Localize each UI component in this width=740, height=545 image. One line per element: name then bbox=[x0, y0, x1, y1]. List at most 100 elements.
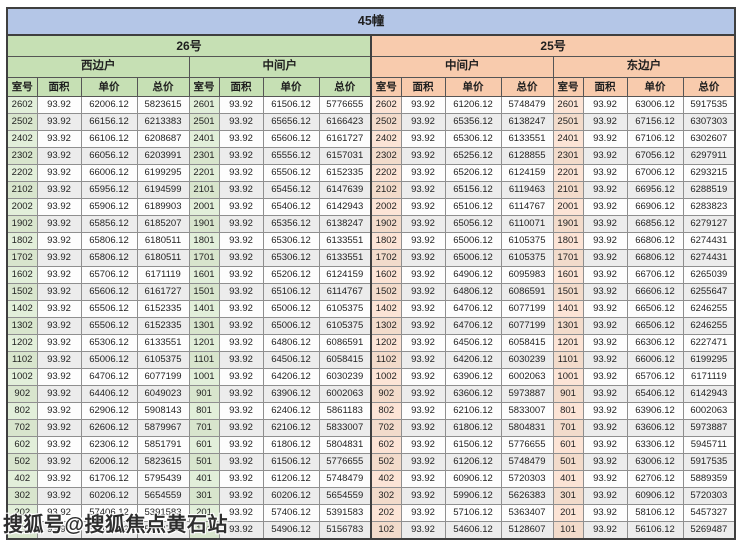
area-cell: 93.92 bbox=[218, 198, 264, 216]
room-cell: 2002 bbox=[6, 198, 38, 216]
unit-price-cell: 64906.12 bbox=[444, 266, 502, 284]
area-cell: 93.92 bbox=[36, 487, 82, 505]
room-cell: 2502 bbox=[370, 113, 402, 131]
area-cell: 93.92 bbox=[36, 113, 82, 131]
total-price-cell: 6105375 bbox=[500, 249, 554, 267]
room-cell: 302 bbox=[370, 487, 402, 505]
room-cell: 601 bbox=[552, 436, 584, 454]
unit-price-cell: 65856.12 bbox=[80, 215, 138, 233]
total-price-cell: 6124159 bbox=[500, 164, 554, 182]
area-cell: 93.92 bbox=[36, 317, 82, 335]
unit-price-cell: 57406.12 bbox=[262, 504, 320, 522]
price-table-body: 2602 93.92 62006.12 5823615 2601 93.92 61506.1… bbox=[6, 96, 736, 539]
area-cell: 93.92 bbox=[400, 164, 446, 182]
unit-price-cell: 65306.12 bbox=[262, 232, 320, 250]
room-cell: 1401 bbox=[188, 300, 220, 318]
total-price-cell: 6133551 bbox=[318, 249, 372, 267]
total-price-cell: 5795439 bbox=[136, 470, 190, 488]
room-cell: 1101 bbox=[188, 351, 220, 369]
room-cell: 1302 bbox=[370, 317, 402, 335]
unit-price-cell: 65356.12 bbox=[444, 113, 502, 131]
area-cell: 93.92 bbox=[218, 249, 264, 267]
area-cell: 93.92 bbox=[36, 249, 82, 267]
area-cell: 93.92 bbox=[36, 181, 82, 199]
unit-price-cell: 65306.12 bbox=[262, 249, 320, 267]
unit-price-cell: 64406.12 bbox=[80, 385, 138, 403]
unit-price-cell: 63306.12 bbox=[626, 436, 684, 454]
area-cell: 93.92 bbox=[400, 436, 446, 454]
table-row: 102 93.92 55406.12 5203743 101 93.92 54906.12 5… bbox=[6, 521, 736, 539]
room-cell: 1902 bbox=[6, 215, 38, 233]
area-cell: 93.92 bbox=[218, 130, 264, 148]
room-cell: 1502 bbox=[370, 283, 402, 301]
total-price-cell: 5720303 bbox=[682, 487, 736, 505]
area-cell: 93.92 bbox=[582, 368, 628, 386]
area-cell: 93.92 bbox=[36, 232, 82, 250]
table-row: 902 93.92 64406.12 6049023 901 93.92 63906.12 6… bbox=[6, 385, 736, 403]
unit-price-cell: 65406.12 bbox=[262, 198, 320, 216]
room-cell: 401 bbox=[552, 470, 584, 488]
area-cell: 93.92 bbox=[36, 283, 82, 301]
total-price-cell: 5908143 bbox=[136, 402, 190, 420]
room-cell: 2601 bbox=[552, 96, 584, 114]
area-cell: 93.92 bbox=[218, 147, 264, 165]
unit-price-cell: 61706.12 bbox=[80, 470, 138, 488]
total-price-cell: 5833007 bbox=[500, 402, 554, 420]
room-cell: 1001 bbox=[188, 368, 220, 386]
area-cell: 93.92 bbox=[218, 470, 264, 488]
area-cell: 93.92 bbox=[36, 130, 82, 148]
area-cell: 93.92 bbox=[218, 266, 264, 284]
unit-price-cell: 66006.12 bbox=[80, 164, 138, 182]
table-row: 2102 93.92 65956.12 6194599 2101 93.92 65456.1… bbox=[6, 181, 736, 199]
room-cell: 1301 bbox=[188, 317, 220, 335]
total-price-cell: 6194599 bbox=[136, 181, 190, 199]
room-cell: 1901 bbox=[552, 215, 584, 233]
area-cell: 93.92 bbox=[582, 232, 628, 250]
unit-price-cell: 55406.12 bbox=[80, 521, 138, 539]
unit-price-cell: 65206.12 bbox=[262, 266, 320, 284]
table-row: 1502 93.92 65606.12 6161727 1501 93.92 65106.1… bbox=[6, 283, 736, 301]
unit-price-cell: 67006.12 bbox=[626, 164, 684, 182]
table-title: 45幢 bbox=[6, 7, 736, 36]
unit-price-cell: 65706.12 bbox=[626, 368, 684, 386]
area-cell: 93.92 bbox=[582, 402, 628, 420]
unit-price-cell: 64706.12 bbox=[80, 368, 138, 386]
room-cell: 302 bbox=[6, 487, 38, 505]
room-cell: 1501 bbox=[552, 283, 584, 301]
room-cell: 1001 bbox=[552, 368, 584, 386]
total-price-cell: 6142943 bbox=[318, 198, 372, 216]
unit-price-cell: 61206.12 bbox=[262, 470, 320, 488]
total-price-cell: 6077199 bbox=[500, 317, 554, 335]
room-cell: 902 bbox=[370, 385, 402, 403]
unit-price-cell: 65556.12 bbox=[262, 147, 320, 165]
area-cell: 93.92 bbox=[218, 351, 264, 369]
col-header-room: 室号 bbox=[370, 77, 402, 97]
total-price-cell: 5823615 bbox=[136, 96, 190, 114]
room-cell: 1802 bbox=[6, 232, 38, 250]
area-cell: 93.92 bbox=[218, 232, 264, 250]
unit-price-cell: 66806.12 bbox=[626, 249, 684, 267]
room-cell: 1301 bbox=[552, 317, 584, 335]
table-row: 802 93.92 62906.12 5908143 801 93.92 62406.12 5… bbox=[6, 402, 736, 420]
total-price-cell: 6095983 bbox=[500, 266, 554, 284]
room-cell: 2602 bbox=[6, 96, 38, 114]
unit-price-cell: 62106.12 bbox=[262, 419, 320, 437]
area-cell: 93.92 bbox=[400, 368, 446, 386]
unit-price-cell: 66706.12 bbox=[626, 266, 684, 284]
area-cell: 93.92 bbox=[582, 130, 628, 148]
unit-price-cell: 65006.12 bbox=[80, 351, 138, 369]
area-cell: 93.92 bbox=[36, 198, 82, 216]
unit-price-cell: 63606.12 bbox=[626, 419, 684, 437]
unit-header-west: 西边户 bbox=[6, 56, 190, 78]
total-price-cell: 6161727 bbox=[136, 283, 190, 301]
room-cell: 2202 bbox=[370, 164, 402, 182]
unit-price-cell: 64706.12 bbox=[444, 300, 502, 318]
unit-price-cell: 62706.12 bbox=[626, 470, 684, 488]
col-header-area: 面积 bbox=[400, 77, 446, 97]
total-price-cell: 6002063 bbox=[318, 385, 372, 403]
total-price-cell: 6274431 bbox=[682, 249, 736, 267]
area-cell: 93.92 bbox=[218, 521, 264, 539]
unit-price-cell: 66606.12 bbox=[626, 283, 684, 301]
area-cell: 93.92 bbox=[36, 402, 82, 420]
